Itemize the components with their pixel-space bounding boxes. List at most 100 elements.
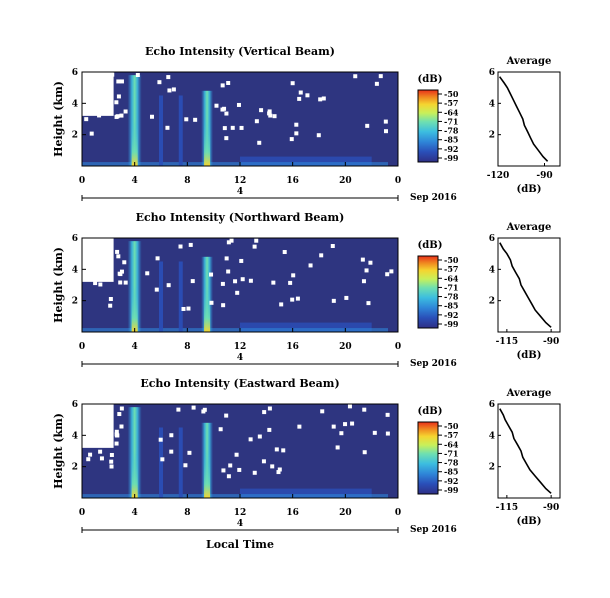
- missing-data-cell: [290, 81, 295, 86]
- missing-data-cell: [218, 427, 223, 432]
- missing-data-cell: [239, 125, 244, 130]
- echo-streak-core: [204, 451, 211, 498]
- missing-data-cell: [116, 94, 121, 99]
- x-tick-label: 8: [184, 176, 190, 186]
- y-axis-label: Height (km): [52, 247, 65, 323]
- missing-data-cell: [235, 290, 240, 295]
- missing-data-cell: [91, 266, 96, 271]
- missing-data-cell: [181, 306, 186, 311]
- colorbar-tick-label: -50: [444, 255, 459, 265]
- missing-data-cell: [114, 100, 119, 105]
- panel-title: Echo Intensity (Northward Beam): [136, 211, 345, 224]
- missing-data-cell: [118, 280, 123, 285]
- x-tick-label: 8: [184, 342, 190, 352]
- missing-data-cell: [365, 123, 370, 128]
- average-y-tick-label: 4: [489, 265, 495, 275]
- missing-data-cell: [108, 296, 113, 301]
- y-tick-label: 2: [72, 131, 78, 141]
- x-tick-label: 12: [234, 342, 247, 352]
- missing-data-cell: [119, 79, 124, 84]
- y-tick-label: 2: [72, 297, 78, 307]
- missing-data-cell: [109, 452, 114, 457]
- missing-data-cell: [117, 412, 122, 417]
- missing-data-cell: [119, 269, 124, 274]
- missing-data-cell: [254, 238, 259, 243]
- missing-data-cell: [135, 73, 140, 78]
- missing-data-cell: [145, 271, 150, 276]
- x-axis-label: Local Time: [206, 538, 274, 551]
- missing-data-cell: [154, 287, 159, 292]
- missing-data-cell: [344, 295, 349, 300]
- missing-data-cell: [166, 283, 171, 288]
- echo-streak-faint: [178, 427, 183, 498]
- average-x-tick-label: -115: [496, 337, 519, 347]
- y-tick-label: 4: [72, 99, 78, 109]
- colorbar-tick-label: -50: [444, 421, 459, 431]
- colorbar-tick-label: -92: [444, 476, 458, 486]
- missing-data-cell: [220, 107, 225, 112]
- missing-data-cell: [224, 136, 229, 141]
- missing-data-cell: [106, 80, 111, 85]
- colorbar-tick-label: -50: [444, 89, 459, 99]
- missing-data-cell: [93, 281, 98, 286]
- average-y-tick-label: 6: [489, 234, 495, 244]
- missing-data-cell: [108, 303, 113, 308]
- missing-data-cell: [297, 96, 302, 101]
- missing-data-cell: [201, 409, 206, 414]
- x-tick-label: 16: [286, 176, 299, 186]
- missing-data-cell: [361, 279, 366, 284]
- colorbar-tick-label: -99: [444, 319, 459, 329]
- missing-data-cell: [330, 244, 335, 249]
- surface-band: [82, 494, 388, 498]
- missing-data-cell: [321, 96, 326, 101]
- average-frame: [497, 237, 561, 333]
- missing-data-cell: [248, 437, 253, 442]
- x-tick-label: 0: [395, 176, 401, 186]
- missing-data-cell: [214, 103, 219, 108]
- missing-data-cell: [248, 278, 253, 283]
- missing-data-cell: [224, 413, 229, 418]
- missing-data-cell: [119, 113, 124, 118]
- missing-data-cell: [229, 238, 234, 243]
- missing-data-cell: [106, 246, 111, 251]
- missing-data-cell: [268, 113, 273, 118]
- missing-data-cell: [259, 108, 264, 113]
- missing-data-cell: [88, 452, 93, 457]
- missing-data-cell: [169, 433, 174, 438]
- missing-data-cell: [84, 117, 89, 122]
- missing-data-cell: [166, 75, 171, 80]
- missing-data-cell: [385, 272, 390, 277]
- echo-streak-faint: [178, 261, 183, 332]
- missing-data-cell: [226, 240, 231, 245]
- missing-data-cell: [362, 407, 367, 412]
- missing-data-cell: [226, 269, 231, 274]
- average-title: Average: [506, 222, 552, 233]
- missing-data-cell: [270, 464, 275, 469]
- date-label: Sep 2016: [410, 359, 457, 369]
- missing-data-cell: [220, 281, 225, 286]
- echo-streak-core: [204, 285, 211, 332]
- colorbar-tick-label: -64: [444, 273, 459, 283]
- missing-data-cell: [252, 244, 257, 249]
- echo-streak-faint: [178, 95, 183, 166]
- missing-data-cell: [224, 256, 229, 261]
- average-x-label: (dB): [517, 516, 542, 527]
- missing-data-cell: [331, 424, 336, 429]
- y-tick-label: 4: [72, 431, 78, 441]
- x-tick-label: 12: [234, 508, 247, 518]
- missing-data-cell: [220, 83, 225, 88]
- missing-data-cell: [183, 463, 188, 468]
- missing-data-cell: [98, 449, 103, 454]
- missing-data-cell: [186, 306, 191, 311]
- missing-data-cell: [101, 256, 106, 261]
- missing-data-cell: [149, 114, 154, 119]
- missing-data-cell: [277, 467, 282, 472]
- missing-data-cell: [188, 242, 193, 247]
- lowlevel-band: [240, 488, 372, 498]
- colorbar-tick-label: -85: [444, 467, 458, 477]
- colorbar-tick-label: -92: [444, 310, 458, 320]
- missing-data-cell: [378, 74, 383, 79]
- missing-data-cell: [122, 260, 127, 265]
- x-tick-label: 20: [339, 508, 352, 518]
- missing-data-cell: [89, 131, 94, 136]
